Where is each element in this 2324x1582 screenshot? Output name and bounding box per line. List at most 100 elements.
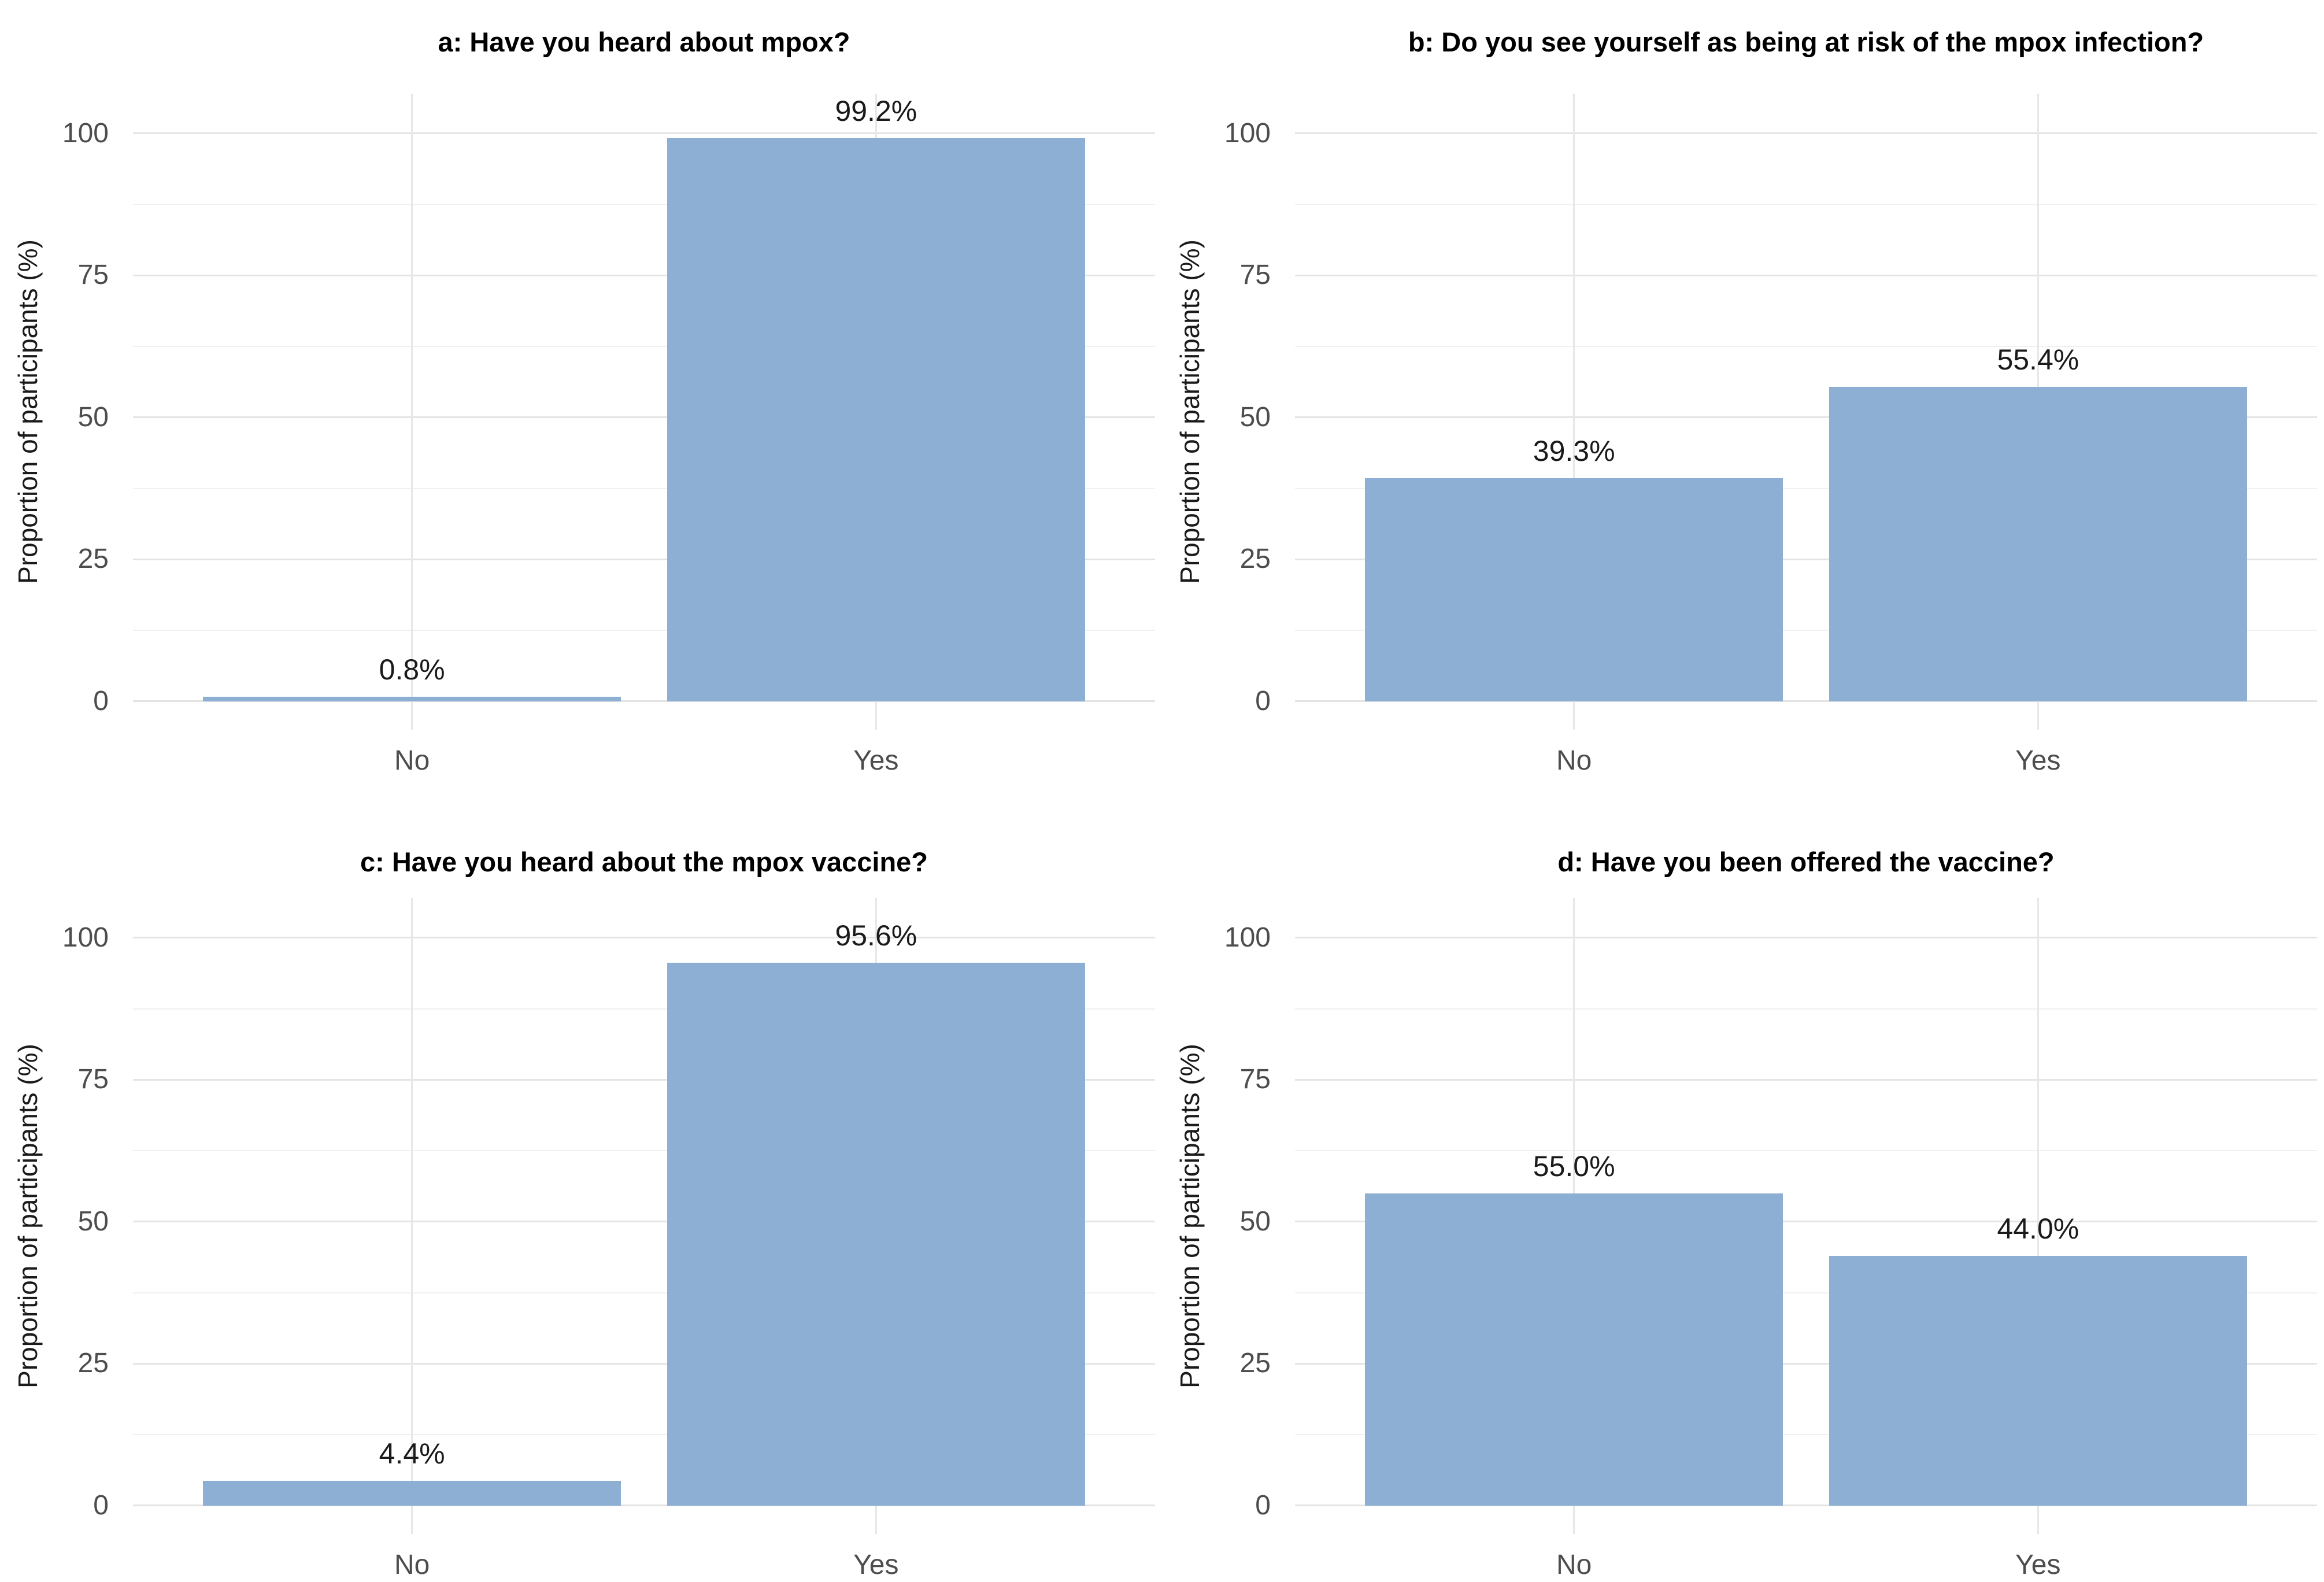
gridline-major (133, 416, 1155, 419)
gridline-major (1295, 1505, 2317, 1507)
x-tick-label: Yes (2015, 745, 2061, 776)
gridline-major (133, 558, 1155, 560)
y-tick-label: 75 (77, 260, 109, 291)
gridline-major (1295, 274, 2317, 276)
panel-a: a: Have you heard about mpox? Proportion … (0, 0, 1162, 791)
y-axis-label: Proportion of participants (%) (13, 1044, 43, 1388)
gridline-major (1295, 937, 2317, 939)
y-tick-label: 0 (93, 1489, 109, 1521)
gridline-major (133, 1078, 1155, 1081)
gridline-major (1295, 1078, 2317, 1081)
x-tick-label: Yes (2015, 1550, 2061, 1580)
x-tick-label: Yes (853, 745, 899, 776)
gridline-minor (133, 1434, 1155, 1436)
y-axis-label: Proportion of participants (%) (13, 239, 43, 584)
x-tick-label: No (1556, 1550, 1592, 1580)
gridline-vertical (411, 898, 413, 1534)
x-tick-label: No (394, 745, 430, 776)
bar-yes (667, 962, 1085, 1506)
plot-area: Proportion of participants (%) 0 25 50 75 100… (13, 898, 1155, 1579)
y-tick-label: 25 (1239, 1348, 1271, 1379)
gridline-major (1295, 132, 2317, 135)
chart-title: d: Have you been offered the vaccine? (1557, 847, 2055, 877)
x-tick-label: No (394, 1550, 430, 1580)
bar-value-label: 95.6% (835, 919, 917, 952)
y-tick-label: 25 (77, 544, 109, 575)
y-tick-label: 50 (1239, 401, 1271, 433)
y-tick-label: 100 (1224, 117, 1271, 149)
gridline-major (133, 1221, 1155, 1223)
bar-value-label: 99.2% (835, 94, 917, 127)
gridline-major (1295, 416, 2317, 419)
panel-d: d: Have you been offered the vaccine? Pro… (1162, 791, 2324, 1582)
gridline-minor (133, 204, 1155, 205)
bar-no (1365, 478, 1783, 701)
y-tick-label: 100 (62, 922, 109, 953)
gridline-minor (133, 1008, 1155, 1010)
gridline-minor (1295, 1434, 2317, 1436)
y-axis-label: Proportion of participants (%) (1175, 1044, 1205, 1388)
y-tick-label: 75 (77, 1064, 109, 1095)
gridline-vertical (411, 94, 413, 730)
gridline-minor (1295, 630, 2317, 631)
gridline-major (1295, 700, 2317, 703)
x-tick-label: Yes (853, 1550, 899, 1580)
gridline-minor (1295, 1008, 2317, 1010)
gridline-major (133, 700, 1155, 703)
gridline-major (133, 1505, 1155, 1507)
plot-area: Proportion of participants (%) 0 25 50 75 100… (1175, 94, 2317, 775)
gridline-major (133, 274, 1155, 276)
bar-yes (1829, 386, 2247, 701)
gridline-minor (1295, 487, 2317, 489)
gridline-major (1295, 1362, 2317, 1365)
bar-yes (667, 138, 1085, 701)
y-tick-label: 50 (1239, 1206, 1271, 1237)
gridline-minor (133, 1150, 1155, 1152)
y-tick-label: 50 (77, 1206, 109, 1237)
y-tick-label: 0 (93, 685, 109, 716)
gridline-major (133, 1362, 1155, 1365)
y-tick-label: 25 (77, 1348, 109, 1379)
bar-value-label: 39.3% (1533, 434, 1615, 467)
gridline-minor (1295, 1292, 2317, 1293)
panel-b: b: Do you see yourself as being at risk … (1162, 0, 2324, 791)
y-tick-label: 100 (62, 117, 109, 149)
plot-area: Proportion of participants (%) 0 25 50 75 100… (13, 94, 1155, 775)
gridline-major (1295, 558, 2317, 560)
bar-value-label: 55.4% (1997, 343, 2079, 376)
gridline-major (1295, 1221, 2317, 1223)
bar-no (203, 1480, 621, 1506)
y-tick-label: 100 (1224, 922, 1271, 953)
y-tick-label: 0 (1255, 685, 1271, 716)
gridline-minor (133, 346, 1155, 348)
bar-no (203, 697, 621, 701)
y-axis-label: Proportion of participants (%) (1175, 239, 1205, 584)
bar-value-label: 55.0% (1533, 1149, 1615, 1182)
panel-c: c: Have you heard about the mpox vaccine… (0, 791, 1162, 1582)
gridline-vertical (1573, 94, 1575, 730)
y-tick-label: 0 (1255, 1489, 1271, 1521)
gridline-minor (133, 630, 1155, 631)
y-tick-label: 75 (1239, 260, 1271, 291)
gridline-major (133, 937, 1155, 939)
bar-yes (1829, 1255, 2247, 1506)
gridline-major (133, 132, 1155, 135)
chart-title: c: Have you heard about the mpox vaccine… (360, 847, 928, 877)
x-tick-label: No (1556, 745, 1592, 776)
gridline-minor (133, 1292, 1155, 1293)
y-tick-label: 75 (1239, 1064, 1271, 1095)
chart-title: a: Have you heard about mpox? (438, 27, 850, 57)
y-tick-label: 25 (1239, 544, 1271, 575)
gridline-minor (1295, 346, 2317, 348)
bar-no (1365, 1193, 1783, 1506)
bar-value-label: 0.8% (379, 653, 445, 686)
gridline-minor (1295, 1150, 2317, 1152)
chart-title: b: Do you see yourself as being at risk … (1408, 27, 2204, 57)
y-tick-label: 50 (77, 401, 109, 433)
bar-value-label: 44.0% (1997, 1212, 2079, 1245)
bar-value-label: 4.4% (379, 1437, 445, 1470)
plot-area: Proportion of participants (%) 0 25 50 75 100… (1175, 898, 2317, 1579)
gridline-minor (133, 487, 1155, 489)
gridline-minor (1295, 204, 2317, 205)
